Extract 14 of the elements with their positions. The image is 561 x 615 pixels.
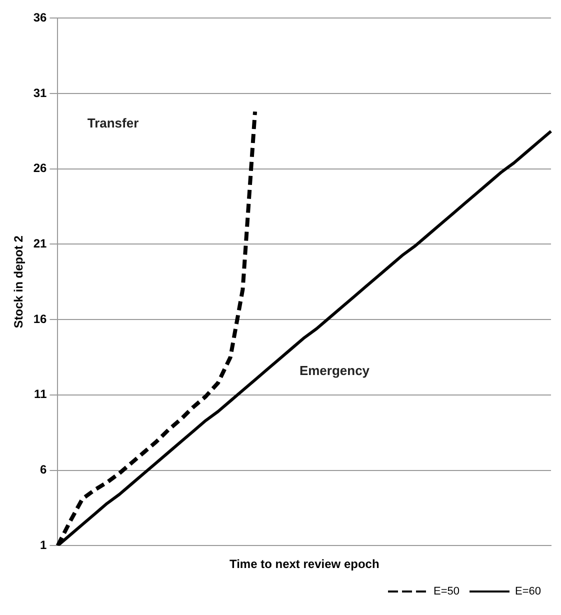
y-tick-label: 11 <box>34 387 48 402</box>
y-tick-label: 16 <box>33 312 48 326</box>
y-axis-title: Stock in depot 2 <box>12 235 26 328</box>
y-tick-label: 6 <box>40 462 48 477</box>
annotation: Transfer <box>87 115 139 130</box>
legend-label: E=50 <box>434 586 460 598</box>
y-tick-label: 1 <box>40 538 48 552</box>
y-tick-label: 36 <box>33 10 48 25</box>
x-axis-title: Time to next review epoch <box>229 557 380 572</box>
y-tick-label: 26 <box>33 161 48 176</box>
y-tick-label: 31 <box>33 86 48 100</box>
y-tick-label: 21 <box>33 236 48 251</box>
annotation: Emergency <box>299 363 370 378</box>
legend-label: E=60 <box>515 586 542 598</box>
